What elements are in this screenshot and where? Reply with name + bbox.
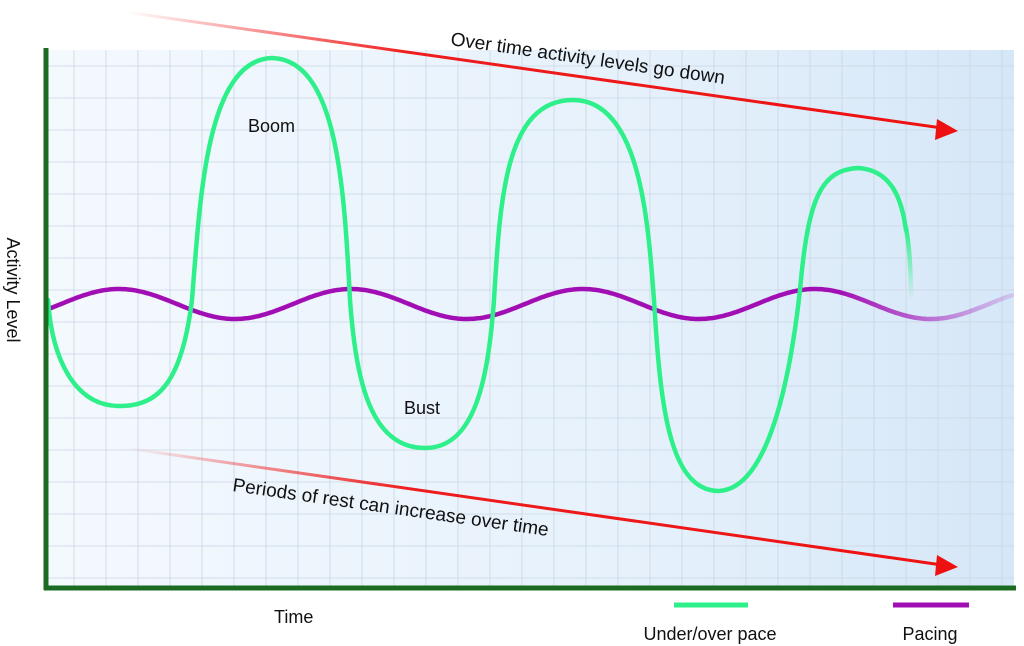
y-axis-label: Activity Level <box>3 237 23 342</box>
legend: Under/over pace Pacing <box>643 602 969 644</box>
pacing-curve <box>45 286 1015 322</box>
boom-bust-curve <box>45 55 909 494</box>
legend-label-under-over-pace: Under/over pace <box>643 624 776 644</box>
x-axis-label: Time <box>274 607 313 627</box>
bust-label: Bust <box>404 398 440 418</box>
boom-label: Boom <box>248 116 295 136</box>
plot-grid <box>48 50 1014 586</box>
top-arrow <box>124 10 958 140</box>
legend-label-pacing: Pacing <box>902 624 957 644</box>
boom-bust-curve-fading-tail <box>903 225 914 303</box>
bottom-arrow <box>124 446 958 576</box>
